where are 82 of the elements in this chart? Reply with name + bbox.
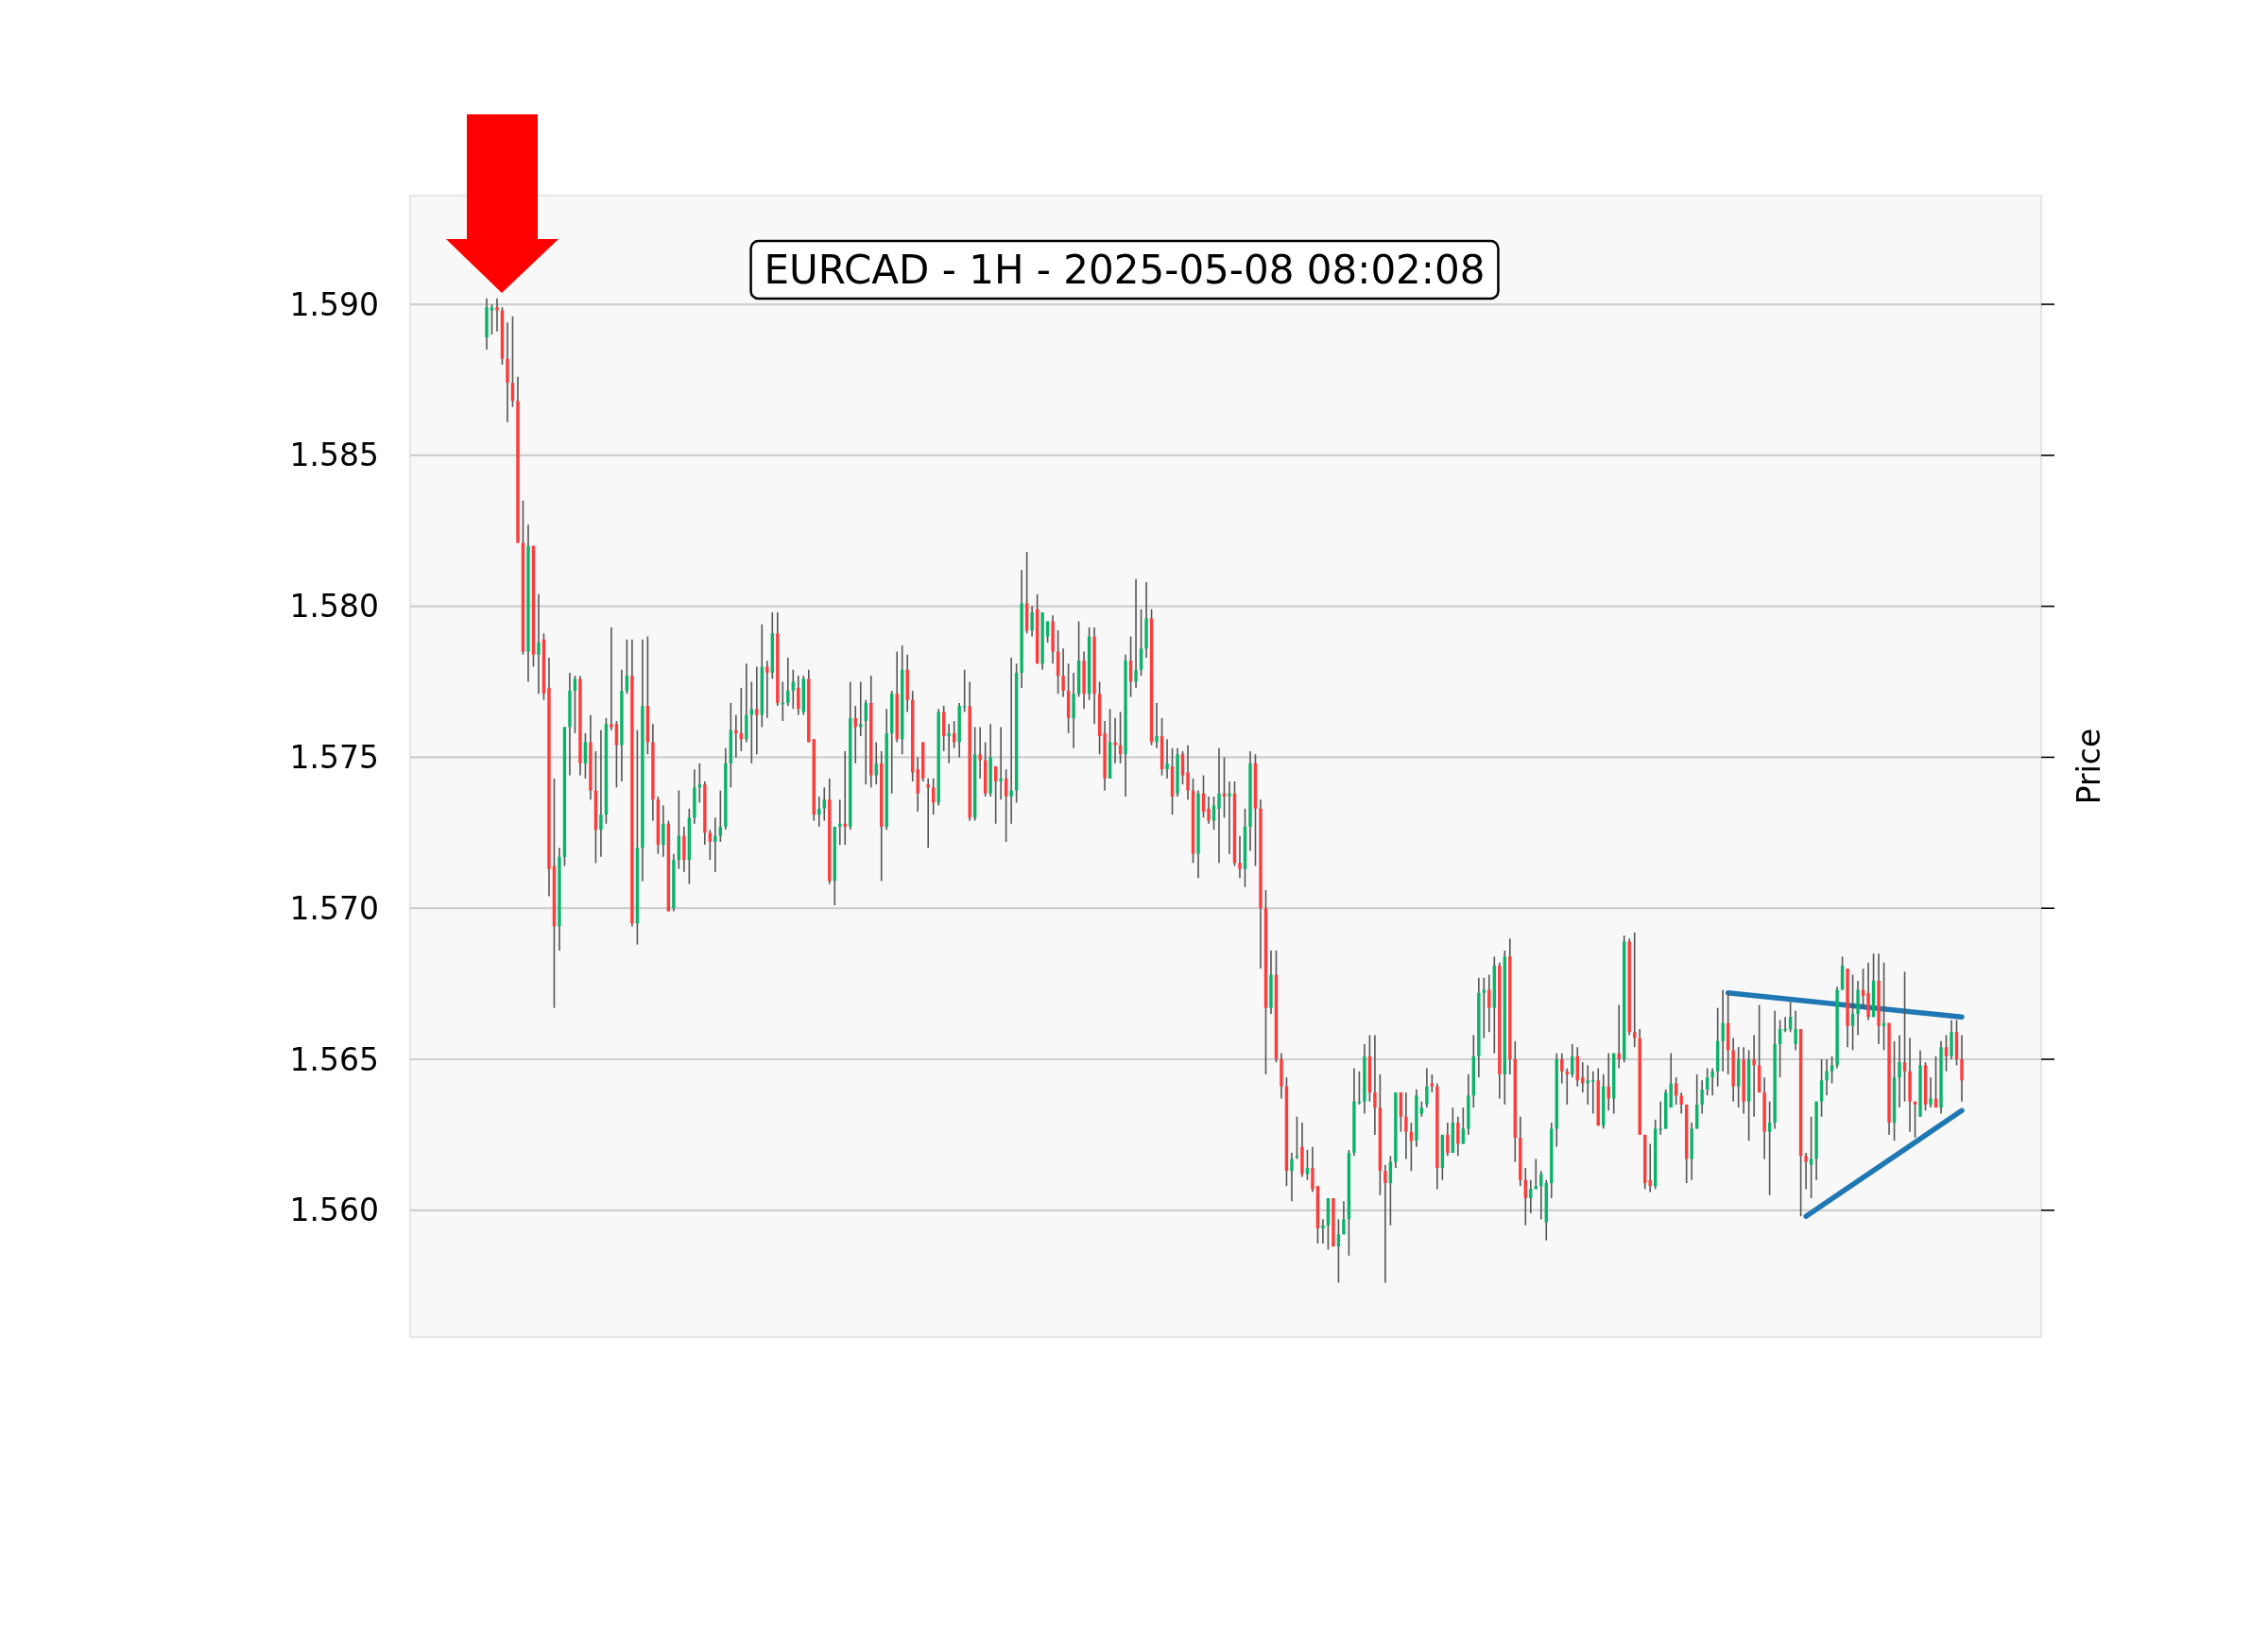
candlestick [1180, 750, 1185, 785]
candlestick [1342, 1200, 1346, 1236]
candlestick [1752, 1034, 1756, 1118]
candlestick [1794, 1010, 1797, 1052]
candlestick [1809, 1115, 1813, 1199]
candlestick [1295, 1115, 1299, 1160]
candlestick [1898, 1034, 1901, 1108]
candlestick [1819, 1058, 1824, 1118]
candlestick [1658, 1100, 1662, 1136]
candlestick [1321, 1218, 1325, 1244]
candlestick [1290, 1152, 1294, 1202]
candlestick [713, 816, 717, 873]
candlestick [537, 593, 541, 695]
candlestick [978, 726, 982, 780]
candlestick [1929, 1076, 1933, 1108]
candlestick [999, 726, 1003, 800]
y-tick-label: 1.570 [289, 889, 379, 927]
candlestick [1710, 1067, 1714, 1097]
candlestick [1804, 1152, 1808, 1191]
candlestick [1061, 647, 1065, 698]
candlestick [1591, 1070, 1595, 1115]
candlestick [1825, 1058, 1829, 1097]
text: EURCAD - 1H - 2025-05-08 08:02:08 [764, 247, 1486, 293]
candlestick [614, 720, 619, 789]
candlestick [718, 789, 723, 843]
candlestick [1830, 1055, 1834, 1085]
candlestick [1581, 1061, 1585, 1093]
y-tick-label: 1.575 [289, 738, 379, 776]
candlestick [1383, 1164, 1387, 1284]
candlestick [1165, 738, 1169, 780]
candlestick [1139, 609, 1143, 677]
candlestick [822, 786, 826, 822]
candlestick [1633, 931, 1637, 1049]
candlestick [1186, 744, 1190, 800]
candlestick [1425, 1067, 1429, 1108]
y-tick-label: 1.590 [289, 285, 379, 323]
candlestick [1311, 1145, 1314, 1193]
candlestick [599, 729, 603, 858]
candlestick [1217, 747, 1221, 865]
candlestick [962, 668, 967, 713]
candlestick [583, 732, 588, 780]
candlestick [1238, 834, 1242, 880]
candlestick [1373, 1034, 1377, 1136]
candlestick [1487, 973, 1491, 1034]
y-tick-label: 1.580 [289, 588, 379, 626]
candlestick [1586, 1064, 1589, 1106]
candlestick [1700, 1079, 1704, 1115]
candlestick [1456, 1115, 1460, 1158]
candlestick [1902, 970, 1907, 1103]
candlestick [1482, 976, 1486, 1039]
y-tick-label: 1.585 [289, 437, 379, 474]
candlestick [1679, 1091, 1683, 1115]
candlestick [926, 777, 930, 849]
y-axis-title: Price [2070, 728, 2107, 805]
candlestick [1404, 1091, 1408, 1160]
candlestick [1128, 635, 1133, 698]
candlestick [734, 713, 738, 759]
y-tick-label: 1.560 [289, 1192, 379, 1229]
candlestick [1721, 988, 1725, 1072]
candlestick [947, 723, 951, 764]
candlestick [749, 680, 754, 764]
candlestick [1783, 1016, 1787, 1034]
candlestick [765, 660, 769, 719]
candlestick [495, 297, 499, 333]
candlestick [1113, 717, 1117, 764]
candlestick [1960, 1034, 1964, 1103]
candlestick [1009, 657, 1013, 825]
candlestick [1861, 968, 1865, 1009]
candlestick [1207, 796, 1211, 825]
y-tick-label: 1.565 [289, 1040, 379, 1078]
candlestick [1155, 702, 1159, 749]
candlestick [1767, 1100, 1772, 1196]
candlestick [1030, 605, 1034, 638]
candlestick [755, 665, 759, 756]
candlestick [1529, 1179, 1533, 1214]
candlestick [708, 829, 713, 861]
candlestick [1944, 1034, 1949, 1072]
candlestick [1228, 781, 1231, 855]
candlestick [610, 626, 613, 731]
candlestick [1446, 1122, 1450, 1158]
candlestick [662, 804, 665, 858]
candlestick [1134, 578, 1138, 689]
